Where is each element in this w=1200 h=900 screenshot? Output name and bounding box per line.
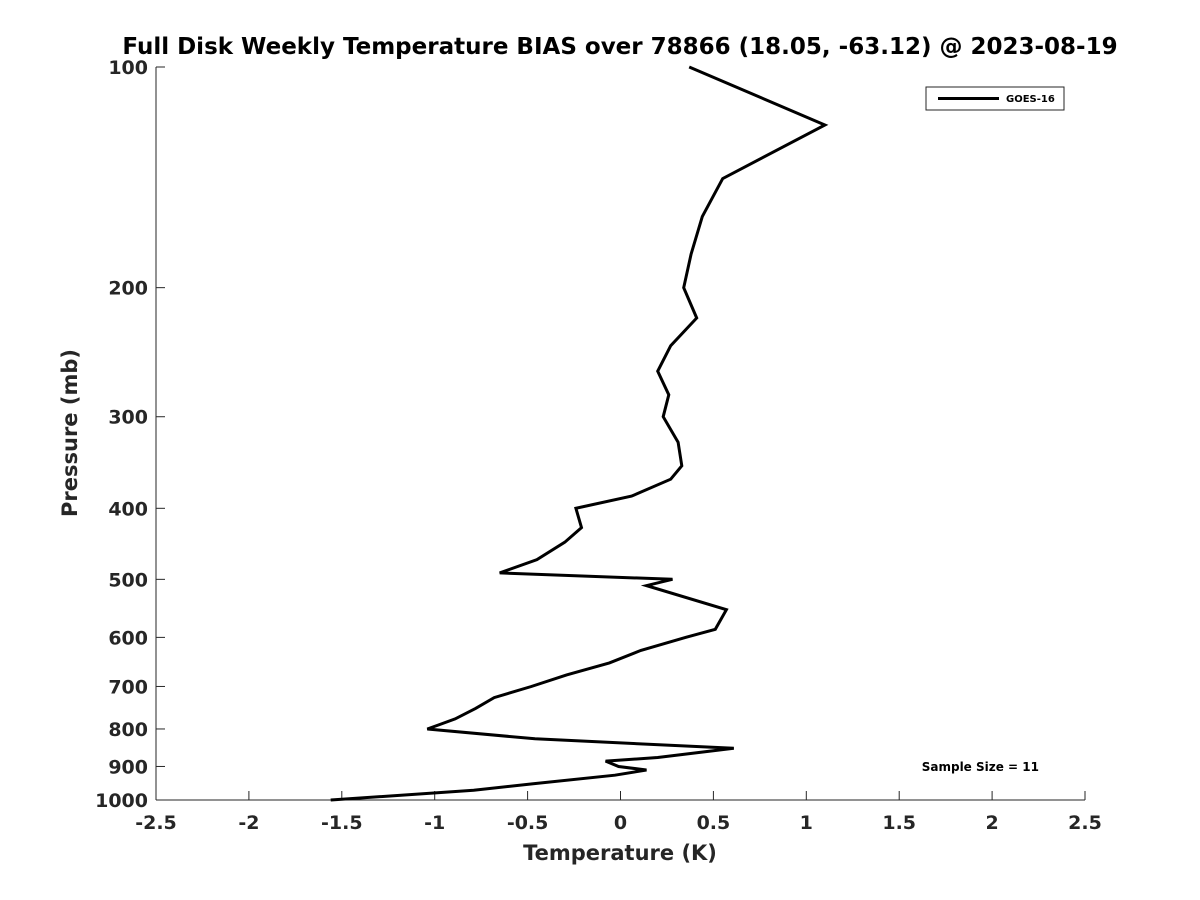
y-tick-label: 500 [108,569,148,591]
x-tick-label: -0.5 [507,812,549,834]
x-tick-label: -2.5 [135,812,177,834]
x-tick-label: 2.5 [1068,812,1102,834]
legend-entry-label: GOES-16 [1006,94,1055,105]
x-ticks: -2.5 -2 -1.5 -1 -0.5 0 0.5 1 1.5 2 2.5 [135,791,1102,834]
x-tick-label: 1 [800,812,813,834]
x-tick-label: 1.5 [882,812,916,834]
y-axis-label: Pressure (mb) [58,349,82,517]
legend: GOES-16 [925,86,1065,111]
y-tick-label: 800 [108,719,148,741]
y-tick-label: 100 [108,57,148,79]
y-tick-label: 300 [108,407,148,429]
y-tick-label: 1000 [95,790,148,812]
y-tick-label: 400 [108,498,148,520]
x-tick-label: -2 [238,812,259,834]
y-tick-label: 600 [108,627,148,649]
chart-title: Full Disk Weekly Temperature BIAS over 7… [122,34,1117,60]
series-layer [330,65,829,802]
x-tick-label: 2 [985,812,998,834]
y-tick-label: 700 [108,676,148,698]
x-tick-label: -1.5 [321,812,363,834]
y-tick-label: 900 [108,756,148,778]
x-axis-label: Temperature (K) [523,841,717,865]
y-tick-label: 200 [108,278,148,300]
x-tick-label: 0 [614,812,627,834]
x-tick-label: -1 [424,812,445,834]
series-line-goes-16 [330,65,829,802]
sample-size-annotation: Sample Size = 11 [922,760,1039,774]
x-tick-label: 0.5 [697,812,731,834]
y-ticks: 100 200 300 400 500 600 700 800 900 1000 [95,57,165,812]
